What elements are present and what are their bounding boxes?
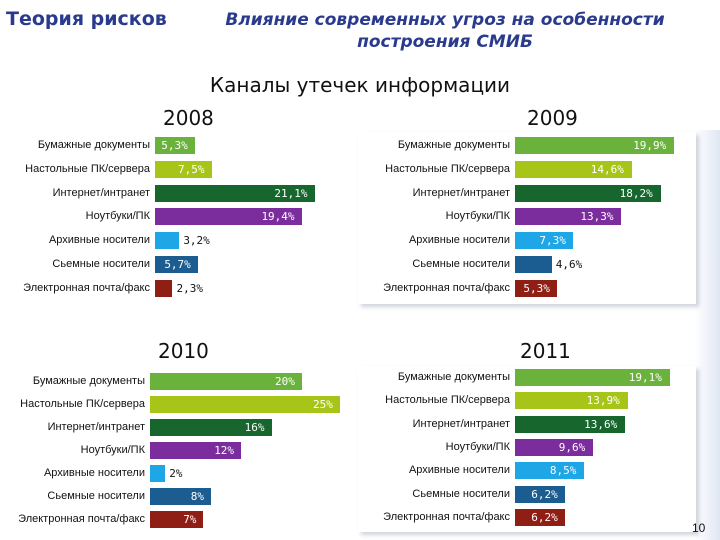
bar <box>515 392 628 410</box>
slide-title-line-2: построения СМИБ <box>357 32 533 52</box>
category-label: Электронная почта/факс <box>383 510 510 523</box>
bar-value-label: 20% <box>275 375 295 388</box>
slide-title-line-1: Влияние современных угроз на особенности <box>225 10 665 30</box>
category-label: Ноутбуки/ПК <box>445 440 510 453</box>
slide-title: Влияние современных угроз на особенности… <box>205 9 685 53</box>
category-label: Интернет/интранет <box>52 186 150 199</box>
bar <box>515 232 574 250</box>
category-label: Ноутбуки/ПК <box>85 210 150 223</box>
bar-value-label: 13,9% <box>586 394 620 408</box>
chart-2009-title: 2009 <box>527 106 578 130</box>
category-label: Бумажные документы <box>32 375 145 387</box>
bar <box>155 232 180 250</box>
bar <box>155 256 199 273</box>
category-label: Электронная почта/факс <box>23 281 150 294</box>
chart-2008: Бумажные документы 5,3% Настольные ПК/серв… <box>0 132 355 304</box>
category-label: Бумажные документы <box>397 139 510 151</box>
bar <box>150 373 302 390</box>
bar-value-label: 3,2% <box>183 234 210 248</box>
chart-2010-title: 2010 <box>158 339 209 363</box>
bar-value-label: 19,1% <box>628 371 662 384</box>
right-edge-gradient <box>695 130 720 540</box>
bar-value-label: 19,9% <box>633 139 667 152</box>
bar-value-label: 5,3% <box>523 281 550 295</box>
bar-value-label: 13,6% <box>584 417 618 431</box>
category-label: Настольные ПК/сервера <box>25 162 150 175</box>
bar <box>515 369 670 386</box>
bar-value-label: 5,7% <box>164 258 191 271</box>
category-label: Электронная почта/факс <box>18 513 145 525</box>
category-label: Интернет/интранет <box>412 417 510 430</box>
bar <box>150 442 242 459</box>
bar <box>515 485 566 503</box>
chart-2011: Бумажные документы 19,1% Настольные ПК/сер… <box>358 366 696 532</box>
bar-value-label: 12% <box>214 444 235 457</box>
bar <box>150 419 272 436</box>
category-label: Архивные носители <box>43 467 145 479</box>
category-label: Интернет/интранет <box>412 186 510 199</box>
category-label: Сьемные носители <box>47 490 145 502</box>
category-label: Бумажные документы <box>397 371 510 383</box>
chart-2010: Бумажные документы 20% Настольные ПК/серве… <box>0 370 355 535</box>
bar-value-label: 6,2% <box>531 487 558 501</box>
bar <box>515 415 626 433</box>
bar <box>150 511 204 528</box>
bar <box>150 396 340 413</box>
bar-value-label: 9,6% <box>558 440 586 454</box>
bar <box>155 279 173 297</box>
bar <box>515 508 566 526</box>
bar <box>515 462 584 480</box>
category-label: Архивные носители <box>48 234 150 247</box>
bar-value-label: 13,3% <box>580 210 614 224</box>
bar-value-label: 2% <box>169 467 183 480</box>
category-label: Интернет/интранет <box>47 421 145 433</box>
bar <box>155 137 196 154</box>
bar <box>155 208 303 226</box>
bar <box>515 160 632 178</box>
category-label: Настольные ПК/сервера <box>385 394 510 407</box>
category-label: Сьемные носители <box>412 258 510 270</box>
section-title: Теория рисков <box>6 8 167 30</box>
category-label: Бумажные документы <box>37 139 150 151</box>
bar-value-label: 21,1% <box>274 186 308 200</box>
chart-2011-title: 2011 <box>520 339 571 363</box>
slide-subtitle: Каналы утечек информации <box>209 73 511 97</box>
bar-value-label: 7% <box>183 513 197 526</box>
category-label: Настольные ПК/сервера <box>20 398 145 410</box>
bar-value-label: 5,3% <box>161 139 188 152</box>
bar-value-label: 8,5% <box>549 464 577 478</box>
bar-value-label: 7,3% <box>539 234 566 248</box>
bar <box>515 279 558 297</box>
category-label: Архивные носители <box>408 234 510 247</box>
category-label: Ноутбуки/ПК <box>80 444 145 456</box>
bar <box>515 256 552 273</box>
category-label: Настольные ПК/сервера <box>385 162 510 175</box>
category-label: Ноутбуки/ПК <box>445 210 510 223</box>
bar-value-label: 18,2% <box>619 186 653 200</box>
category-label: Сьемные носители <box>52 258 150 270</box>
chart-2009: Бумажные документы 19,9% Настольные ПК/сер… <box>358 132 696 304</box>
bar <box>515 208 622 226</box>
category-label: Сьемные носители <box>412 487 510 500</box>
bar-value-label: 19,4% <box>261 210 295 224</box>
bar-value-label: 14,6% <box>590 162 624 176</box>
bar <box>150 488 211 505</box>
bar-value-label: 2,3% <box>176 281 203 295</box>
bar-value-label: 7,5% <box>178 162 205 176</box>
category-label: Архивные носители <box>408 464 510 477</box>
bar <box>515 184 661 202</box>
bar <box>515 438 593 456</box>
bar-value-label: 8% <box>190 490 205 503</box>
chart-2008-title: 2008 <box>163 106 214 130</box>
page-number: 10 <box>692 521 706 535</box>
bar-value-label: 4,6% <box>555 258 583 271</box>
bar <box>150 465 166 482</box>
bar-value-label: 25% <box>313 398 333 411</box>
bar <box>155 160 212 178</box>
category-label: Электронная почта/факс <box>383 281 510 294</box>
bar <box>155 184 316 202</box>
bar-value-label: 16% <box>244 421 265 434</box>
bar-value-label: 6,2% <box>531 510 558 524</box>
bar <box>515 137 675 154</box>
